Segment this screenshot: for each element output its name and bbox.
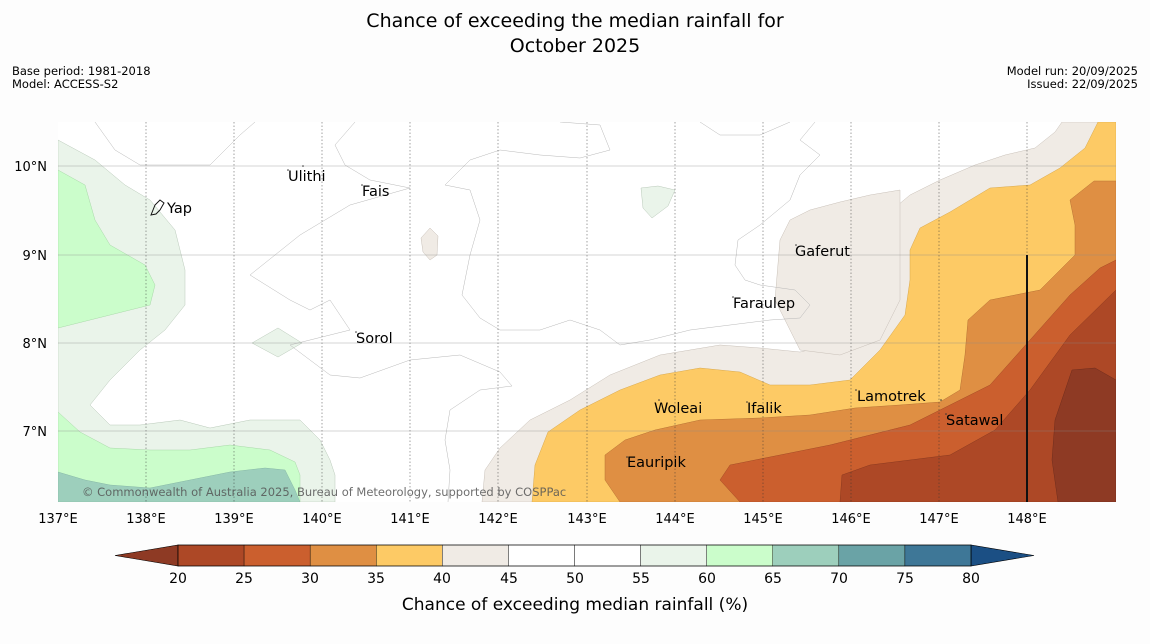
colorbar-tick-45: 45: [500, 571, 518, 587]
colorbar-tick-20: 20: [169, 571, 187, 587]
colorbar-over-arrow: [970, 544, 1035, 567]
colorbar-tick-80: 80: [962, 571, 980, 587]
colorbar-tick-60: 60: [698, 571, 716, 587]
lon-label-140e: 140°E: [302, 512, 342, 527]
colorbar-frame: [177, 544, 972, 567]
colorbar: 20 25 30 35 40 45 50 55 60 65 70 75 80 C…: [114, 544, 1035, 615]
issued-text: Issued: 22/09/2025: [1027, 77, 1138, 91]
colorbar-tick-40: 40: [433, 571, 451, 587]
yap-island-outline: [150, 199, 165, 216]
lat-label-7n: 7°N: [23, 425, 48, 440]
place-label-fais: Fais: [362, 184, 389, 200]
latitude-lines: [58, 165, 1116, 432]
lon-label-137e: 137°E: [38, 512, 78, 527]
lon-label-143e: 143°E: [567, 512, 607, 527]
contour-20-25: [839, 289, 1116, 502]
colorbar-segments: [177, 544, 972, 567]
colorbar-tick-55: 55: [632, 571, 650, 587]
graticule: [145, 122, 1028, 502]
place-label-satawal: Satawal: [946, 413, 1003, 429]
colorbar-tick-30: 30: [301, 571, 319, 587]
colorbar-segment: [574, 544, 641, 567]
contour-patch-east: [640, 185, 676, 219]
place-label-sorol: Sorol: [356, 331, 393, 347]
lon-label-146e: 146°E: [831, 512, 871, 527]
colorbar-segment: [508, 544, 575, 567]
colorbar-under-arrow: [114, 544, 179, 567]
lon-label-138e: 138°E: [126, 512, 166, 527]
lon-label-141e: 141°E: [390, 512, 430, 527]
lat-label-9n: 9°N: [23, 249, 48, 264]
lon-label-148e: 148°E: [1007, 512, 1047, 527]
contour-65-70-southwest: [58, 467, 301, 502]
lat-label-8n: 8°N: [23, 337, 48, 352]
place-label-gaferut: Gaferut: [795, 244, 850, 260]
contour-40-45-gaferut: [774, 189, 901, 356]
lon-label-147e: 147°E: [919, 512, 959, 527]
place-label-ifalik: Ifalik: [747, 401, 782, 417]
model-text: Model: ACCESS-S2: [12, 77, 119, 91]
colorbar-segment: [442, 544, 509, 567]
place-label-faraulep: Faraulep: [733, 296, 795, 312]
colorbar-segment: [177, 544, 245, 567]
lat-label-10n: 10°N: [14, 160, 47, 175]
colorbar-tick-35: 35: [367, 571, 385, 587]
colorbar-segment: [772, 544, 840, 567]
lon-label-142e: 142°E: [478, 512, 518, 527]
copyright-text: © Commonwealth of Australia 2025, Bureau…: [82, 485, 566, 499]
metadata-left: Base period: 1981-2018 Model: ACCESS-S2: [12, 65, 151, 91]
colorbar-segment: [376, 544, 443, 567]
contour-below-20: [1051, 367, 1116, 502]
contour-60-65-west: [58, 169, 156, 329]
metadata-right: Model run: 20/09/2025 Issued: 22/09/2025: [1007, 65, 1138, 91]
lon-label-145e: 145°E: [743, 512, 783, 527]
colorbar-label: Chance of exceeding median rainfall (%): [402, 595, 748, 615]
colorbar-tick-50: 50: [566, 571, 584, 587]
colorbar-segment: [838, 544, 906, 567]
title-line-1: Chance of exceeding the median rainfall …: [366, 10, 784, 32]
colorbar-segment: [243, 544, 311, 567]
place-label-lamotrek: Lamotrek: [857, 389, 926, 405]
colorbar-segment: [640, 544, 707, 567]
colorbar-segment: [904, 544, 972, 567]
contour-lines-50: [94, 122, 821, 502]
colorbar-tick-75: 75: [896, 571, 914, 587]
colorbar-segment: [706, 544, 773, 567]
colorbar-segment: [309, 544, 377, 567]
title-line-2: October 2025: [509, 35, 641, 57]
base-period-text: Base period: 1981-2018: [12, 64, 151, 78]
model-run-text: Model run: 20/09/2025: [1006, 64, 1138, 78]
colorbar-tick-65: 65: [764, 571, 782, 587]
place-label-woleai: Woleai: [654, 401, 702, 417]
lon-label-144e: 144°E: [655, 512, 695, 527]
chart-title: Chance of exceeding the median rainfall …: [0, 9, 1150, 59]
island-dots: [287, 165, 947, 458]
colorbar-tick-70: 70: [830, 571, 848, 587]
lon-label-139e: 139°E: [214, 512, 254, 527]
colorbar-tick-25: 25: [235, 571, 253, 587]
place-label-ulithi: Ulithi: [288, 169, 326, 185]
contour-55-60-west: [58, 139, 336, 502]
place-label-yap: Yap: [166, 201, 192, 217]
place-label-eauripik: Eauripik: [627, 455, 686, 471]
